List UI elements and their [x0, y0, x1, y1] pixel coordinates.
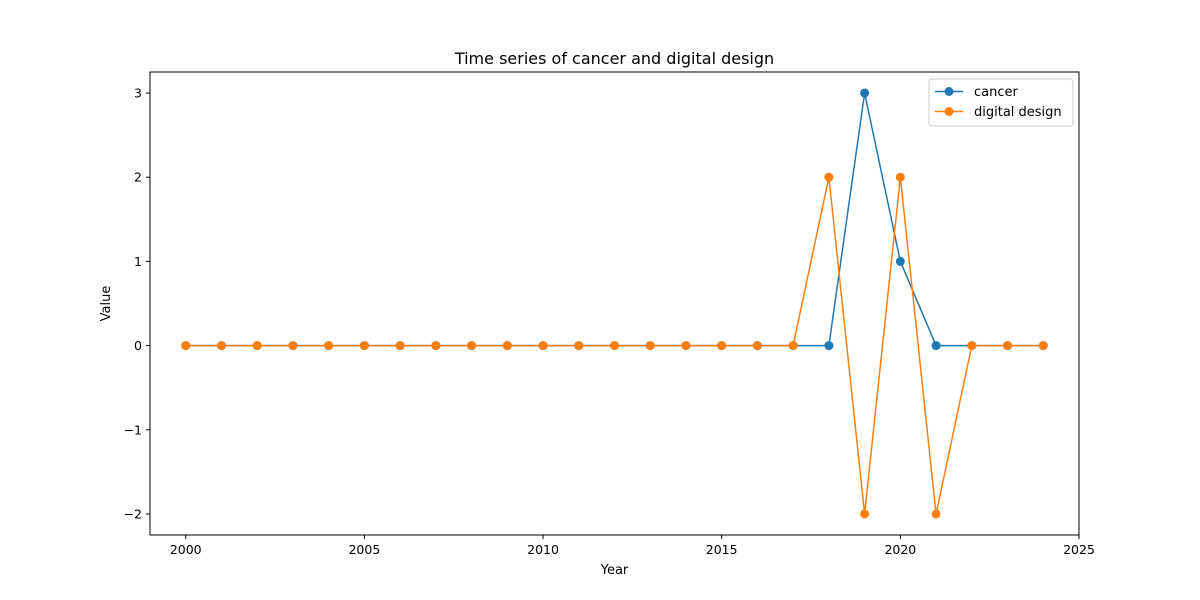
point-digital-design-2023 — [1003, 341, 1013, 351]
x-tick-label-2015: 2015 — [706, 542, 738, 557]
point-digital-design-2021 — [931, 509, 941, 519]
point-digital-design-2002 — [252, 341, 262, 351]
y-tick-label-4: −1 — [124, 422, 142, 437]
x-tick-label-2010: 2010 — [527, 542, 559, 557]
legend-marker-digital-design — [944, 107, 954, 116]
x-axis-label: Year — [600, 563, 629, 578]
point-digital-design-2003 — [288, 341, 298, 351]
legend-entry-cancer: cancer — [935, 85, 1018, 100]
point-digital-design-2019 — [860, 509, 870, 519]
x-tick-label-2000: 2000 — [170, 542, 202, 557]
point-cancer-2019 — [860, 88, 870, 98]
point-digital-design-2017 — [788, 341, 798, 351]
point-digital-design-2010 — [538, 341, 548, 351]
point-cancer-2021 — [931, 341, 941, 351]
y-tick-label-5: −2 — [124, 506, 142, 521]
point-digital-design-2015 — [717, 341, 727, 351]
y-tick-label-3: 0 — [134, 338, 142, 353]
point-digital-design-2018 — [824, 172, 834, 182]
point-digital-design-2006 — [395, 341, 405, 351]
point-digital-design-2011 — [574, 341, 584, 351]
point-cancer-2018 — [824, 341, 834, 351]
point-digital-design-2000 — [181, 341, 191, 351]
legend-label-digital-design: digital design — [974, 105, 1062, 120]
legend-label-cancer: cancer — [974, 85, 1018, 100]
series-layer — [181, 88, 1048, 519]
y-axis: 3 2 1 0 −1 −2 — [124, 86, 150, 521]
y-tick-label-2: 1 — [134, 254, 142, 269]
point-digital-design-2008 — [467, 341, 477, 351]
point-digital-design-2020 — [895, 172, 905, 182]
point-digital-design-2016 — [752, 341, 762, 351]
y-tick-label-1: 2 — [134, 170, 142, 185]
point-digital-design-2014 — [681, 341, 691, 351]
plot-frame — [149, 71, 1080, 536]
point-digital-design-2013 — [645, 341, 655, 351]
point-digital-design-2022 — [967, 341, 977, 351]
point-digital-design-2001 — [216, 341, 226, 351]
series-cancer — [181, 88, 1048, 351]
point-cancer-2020 — [895, 256, 905, 266]
chart-title: Time series of cancer and digital design — [454, 49, 774, 68]
x-axis: 2000 2005 2010 2015 2020 2025 — [170, 535, 1095, 557]
legend-box — [928, 78, 1074, 127]
legend: cancer digital design — [928, 78, 1074, 127]
y-axis-label: Value — [99, 286, 114, 322]
x-tick-label-2025: 2025 — [1063, 542, 1095, 557]
point-digital-design-2009 — [502, 341, 512, 351]
x-tick-label-2005: 2005 — [348, 542, 380, 557]
legend-marker-cancer — [944, 87, 954, 96]
x-tick-label-2020: 2020 — [884, 542, 916, 557]
series-digital-design — [181, 172, 1048, 519]
point-digital-design-2005 — [359, 341, 369, 351]
point-digital-design-2007 — [431, 341, 441, 351]
y-tick-label-0: 3 — [134, 86, 142, 101]
point-digital-design-2012 — [610, 341, 619, 351]
point-digital-design-2004 — [324, 341, 334, 351]
legend-entry-digital-design: digital design — [935, 105, 1062, 120]
point-digital-design-2024 — [1038, 341, 1048, 351]
